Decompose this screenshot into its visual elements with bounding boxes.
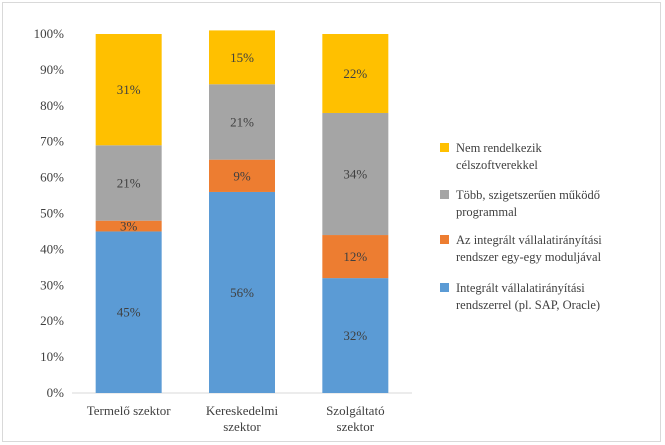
y-tick-label: 40% (40, 241, 64, 256)
legend-label: Integrált vállalatirányítási (456, 281, 585, 295)
y-tick-label: 60% (40, 170, 64, 185)
legend-swatch (440, 283, 449, 292)
legend-swatch (440, 190, 449, 199)
y-tick-label: 90% (40, 62, 64, 77)
data-label: 15% (230, 50, 254, 65)
data-label: 9% (233, 168, 251, 183)
legend-label: rendszer egy-egy moduljával (456, 250, 602, 264)
category-label: Szolgáltató (326, 403, 385, 418)
category-label: szektor (337, 419, 375, 434)
legend-label: rendszerrel (pl. SAP, Oracle) (456, 298, 600, 312)
data-label: 3% (120, 219, 138, 234)
legend-label: Nem rendelkezik (456, 141, 542, 155)
data-label: 21% (230, 114, 254, 129)
legend-swatch (440, 235, 449, 244)
bar-segment (322, 278, 389, 393)
data-label: 34% (343, 167, 367, 182)
bar-segment (209, 191, 275, 393)
bar-segment (322, 235, 389, 279)
bar-segment (95, 220, 162, 232)
bar-segment (95, 34, 162, 146)
y-tick-label: 30% (40, 277, 64, 292)
bar-segment (95, 145, 162, 221)
y-tick-label: 100% (34, 26, 65, 41)
legend-label: célszoftverekkel (456, 158, 538, 172)
bar-segment (322, 112, 389, 236)
y-tick-label: 10% (40, 349, 64, 364)
bar-segment (209, 84, 275, 160)
category-label: Termelő szektor (87, 403, 172, 418)
data-label: 21% (117, 175, 141, 190)
y-tick-label: 20% (40, 313, 64, 328)
bar-segment (209, 159, 275, 192)
data-label: 12% (343, 249, 367, 264)
data-label: 32% (343, 328, 367, 343)
y-tick-label: 80% (40, 98, 64, 113)
legend-swatch (440, 143, 449, 152)
data-label: 31% (117, 82, 141, 97)
legend: Nem rendelkezik célszoftverekkel Több, szi… (440, 141, 602, 312)
bar-segment (322, 34, 389, 113)
bar-segment (95, 231, 162, 393)
data-label: 56% (230, 285, 254, 300)
y-tick-label: 0% (47, 385, 65, 400)
category-label: Kereskedelmi (206, 403, 279, 418)
legend-label: programmal (456, 205, 518, 219)
bar-segment (209, 30, 275, 85)
data-label: 22% (343, 66, 367, 81)
category-label: szektor (223, 419, 261, 434)
legend-label: Az integrált vállalatirányítási (456, 233, 602, 247)
legend-label: Több, szigetszerűen működő (456, 188, 600, 202)
y-tick-label: 70% (40, 134, 64, 149)
data-label: 45% (117, 305, 141, 320)
bars-layer: 45% 3% 21% 31% 56% 9% 21% 15% 32% 12% 34% 22% (95, 30, 389, 393)
y-tick-label: 50% (40, 206, 64, 221)
